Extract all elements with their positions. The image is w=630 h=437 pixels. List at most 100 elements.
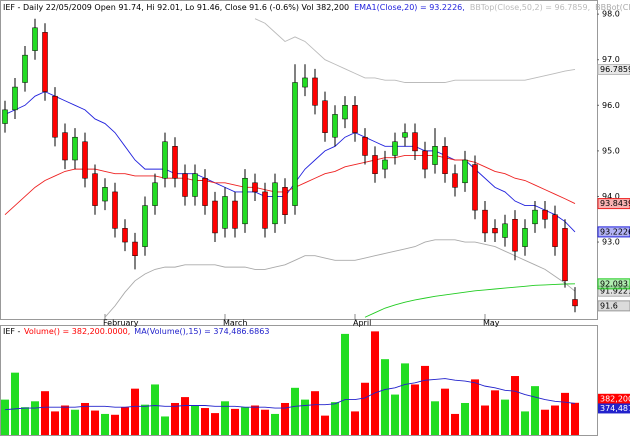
x-tick-label: February	[103, 319, 139, 328]
volume-bar	[111, 414, 119, 435]
candle-body	[482, 209, 488, 234]
candle-body	[212, 200, 218, 234]
candle-body	[462, 159, 468, 184]
volume-bar	[151, 384, 159, 435]
candle-body	[342, 105, 348, 120]
candle-body	[82, 141, 88, 179]
last-value-label-box	[597, 285, 630, 297]
x-tick-label: March	[223, 319, 247, 328]
candle-body	[522, 228, 528, 247]
volume-bar	[91, 410, 99, 435]
legend-entry: EMA1(Close,20) = 93.2226,	[354, 3, 465, 12]
candle-body	[422, 150, 428, 170]
volume-title: IEF -	[3, 327, 21, 336]
volume-bar	[221, 401, 229, 435]
volume-bar	[101, 413, 109, 435]
candle-body	[32, 27, 38, 51]
volume-bar	[491, 390, 499, 435]
candle-body	[262, 191, 268, 229]
volume-bar	[311, 391, 319, 435]
candle-body	[442, 146, 448, 174]
last-value-label-box	[597, 198, 630, 210]
chart-title: IEF - Daily 22/05/2009 Open 91.74, Hi 92…	[3, 3, 349, 12]
candle-body	[492, 228, 498, 234]
candle-body	[412, 132, 418, 152]
legend-entry: BBTop(Close,50,2) = 96.7859,	[470, 3, 590, 12]
volume-bar	[381, 359, 389, 435]
last-value-label: 93.2226	[600, 227, 630, 236]
y-tick-label: 96.0	[602, 101, 620, 110]
candle-body	[372, 155, 378, 174]
candle-body	[392, 141, 398, 156]
last-volume-label: 374,487	[600, 404, 630, 413]
candle-body	[472, 164, 478, 211]
y-tick-label: 93.0	[602, 238, 620, 247]
candle-body	[132, 241, 138, 256]
volume-bar	[141, 404, 149, 435]
candle-body	[402, 132, 408, 138]
candle-body	[152, 182, 158, 206]
indicator-line	[254, 18, 576, 83]
legend-entry: BBBot(Close,50,2) = 91.9221,	[595, 3, 630, 12]
candle-body	[542, 209, 548, 220]
volume-bar	[201, 408, 209, 435]
volume-bar	[11, 372, 19, 435]
volume-bar	[241, 407, 249, 435]
volume-bar	[321, 415, 329, 435]
volume-bar	[121, 407, 129, 435]
candle-body	[352, 105, 358, 133]
x-tick-label: April	[353, 319, 371, 328]
volume-bar	[51, 411, 59, 435]
volume-bar	[371, 331, 379, 435]
volume-bar	[501, 399, 509, 435]
y-tick-label: 97.0	[602, 55, 620, 64]
last-close-label: 91.6	[600, 301, 618, 310]
volume-bar	[291, 387, 299, 435]
volume-bar	[301, 399, 309, 435]
candle-body	[192, 173, 198, 197]
indicator-line	[4, 154, 576, 216]
volume-bar	[81, 402, 89, 435]
candle-body	[382, 159, 388, 170]
last-value-label: 96.7859	[600, 65, 630, 74]
volume-bar	[441, 388, 449, 435]
last-value-label: 93.8439	[600, 199, 630, 208]
candle-body	[292, 82, 298, 206]
volume-bar	[331, 402, 339, 435]
candle-body	[532, 209, 538, 225]
candle-body	[162, 141, 168, 179]
volume-bar	[531, 386, 539, 435]
candle-body	[12, 86, 18, 111]
volume-bar	[431, 401, 439, 435]
y-tick-label: 94.0	[602, 192, 620, 201]
legend-entry: Volume() = 382,200.0000,	[24, 327, 130, 336]
volume-bar	[41, 391, 49, 435]
volume-bar	[451, 413, 459, 435]
volume-bar	[61, 405, 69, 435]
volume-bar	[521, 411, 529, 435]
volume-bar	[481, 405, 489, 435]
last-volume-box	[598, 403, 630, 414]
volume-bar	[511, 376, 519, 435]
chart-header: IEF - Daily 22/05/2009 Open 91.74, Hi 92…	[3, 3, 630, 12]
last-value-label-box	[597, 63, 630, 75]
volume-bar	[391, 394, 399, 435]
candle-body	[572, 299, 578, 307]
volume-bar	[401, 363, 409, 435]
volume-bar	[271, 413, 279, 435]
price-panel	[0, 0, 598, 320]
candle-body	[362, 136, 368, 156]
volume-bar	[571, 402, 579, 435]
volume-bar	[1, 399, 9, 435]
x-tick-label: May	[483, 319, 500, 328]
candle-body	[502, 223, 508, 238]
legend-entry: MA(Volume(),15) = 374,486.6863	[134, 327, 269, 336]
candle-body	[332, 114, 338, 138]
candle-body	[172, 146, 178, 179]
last-value-label: 91.9221	[600, 287, 630, 296]
candle-body	[302, 77, 308, 88]
candle-body	[102, 187, 108, 202]
candle-body	[72, 136, 78, 161]
volume-bar	[211, 413, 219, 435]
candle-body	[552, 214, 558, 247]
